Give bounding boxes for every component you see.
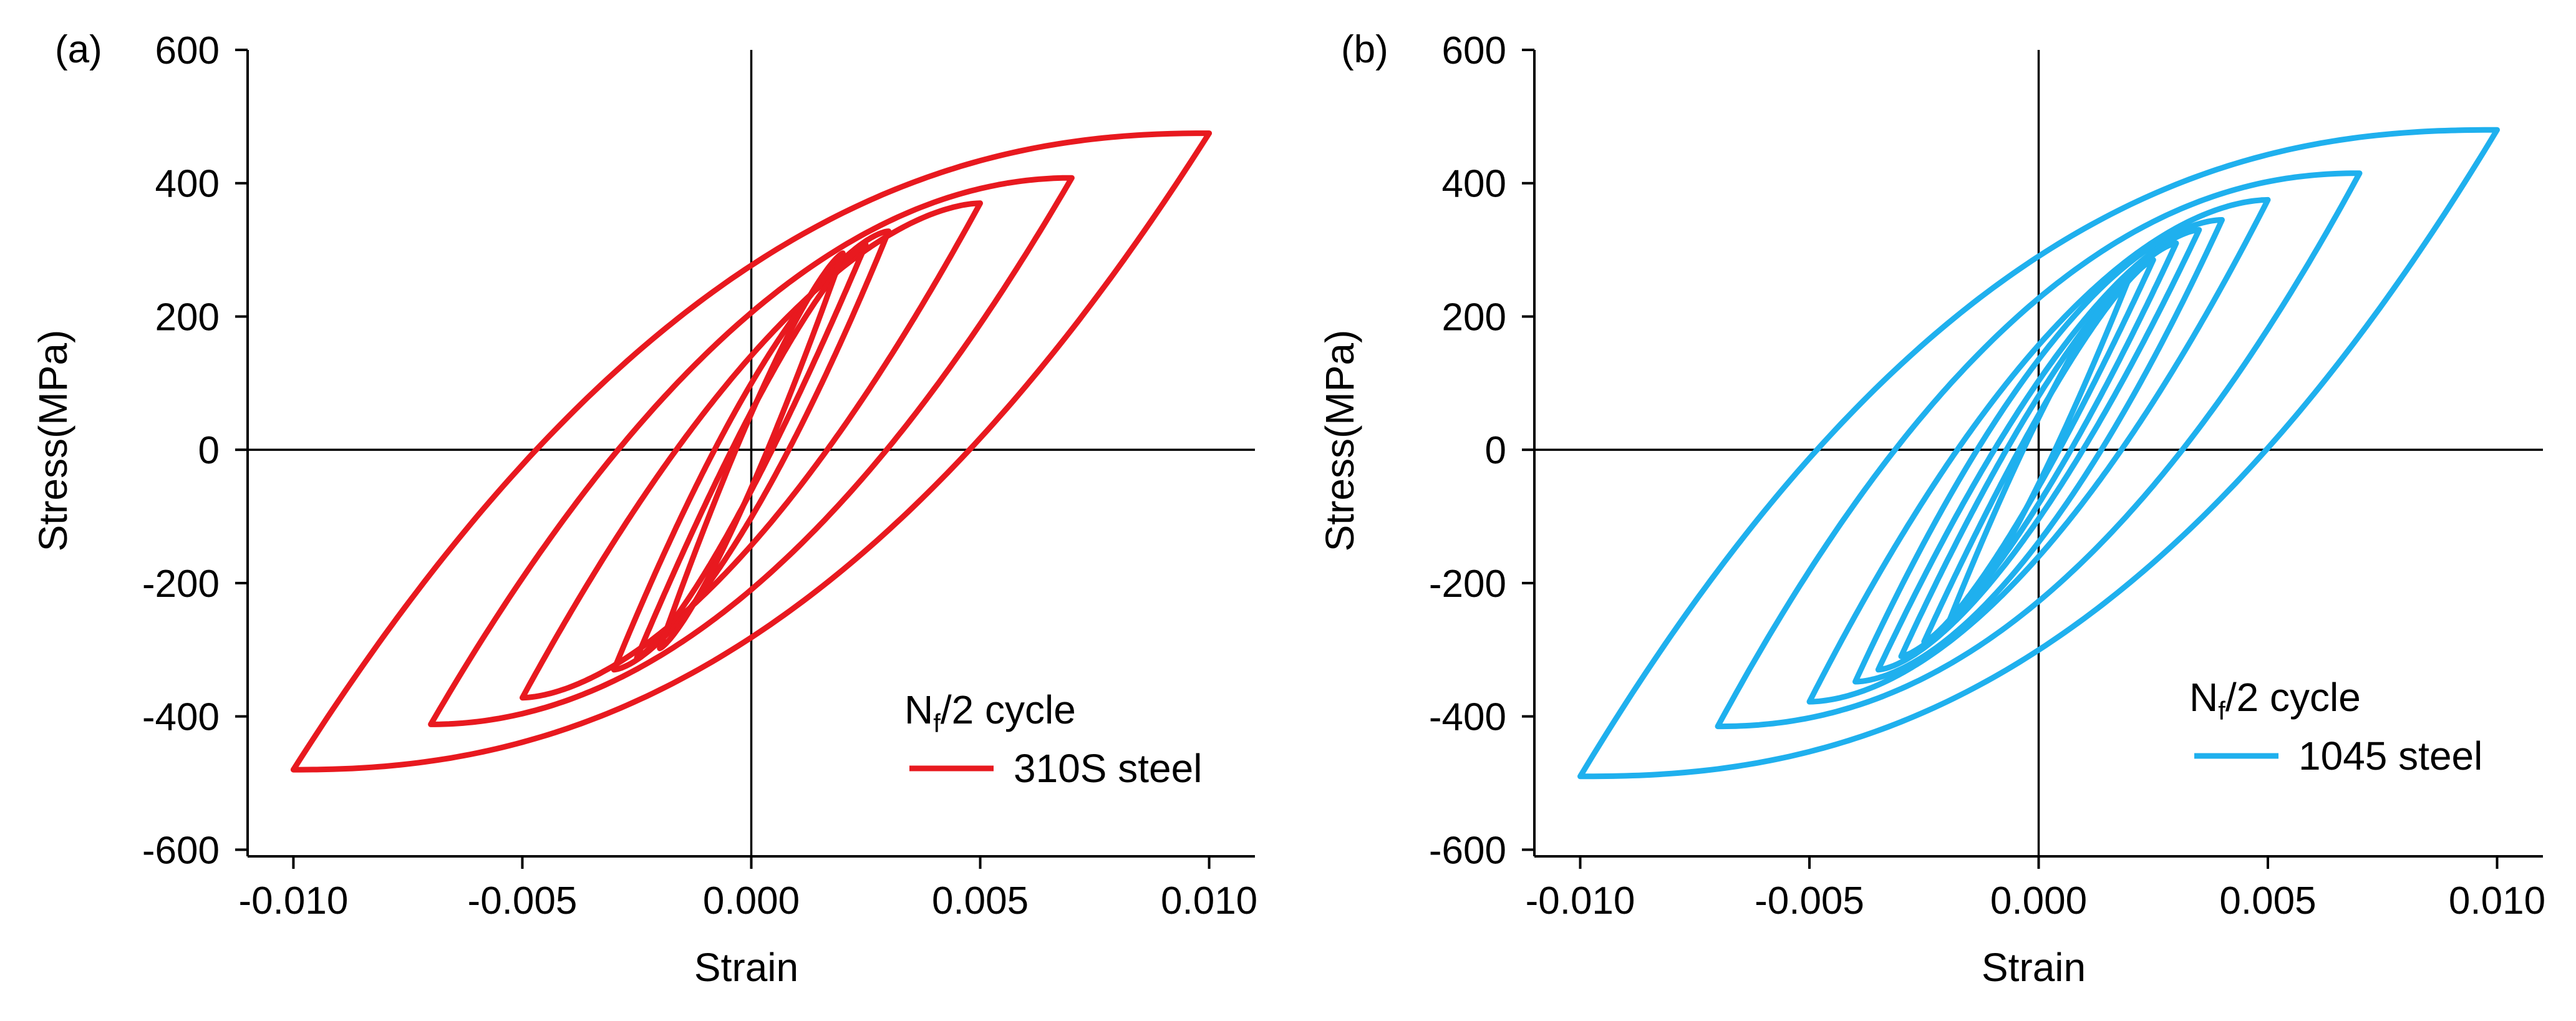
y-tick-label: -400 [142, 696, 220, 739]
y-tick-label: 200 [155, 296, 220, 339]
legend: Nf/2 cycle 1045 steel [2189, 675, 2482, 778]
panel-b: -600 -400 -200 0 200 400 600 -0.010 -0.005 0.000 0… [1317, 28, 2545, 990]
x-tick-label: 0.005 [932, 879, 1029, 922]
x-tick-label: 0.005 [2219, 879, 2316, 922]
y-axis-label: Stress(MPa) [1317, 330, 1362, 552]
y-tick-label: 600 [155, 29, 220, 72]
y-tick-label: -200 [1429, 563, 1506, 606]
legend-title-main: N [2189, 675, 2218, 720]
legend-title-subscript: f [2218, 696, 2225, 725]
hysteresis-loop [1577, 127, 2500, 780]
hysteresis-loop [1875, 227, 2202, 673]
x-tick-label: 0.000 [703, 879, 800, 922]
x-axis-label: Strain [1982, 945, 2086, 990]
hysteresis-loop [1944, 272, 2133, 629]
hysteresis-loop [1852, 217, 2225, 685]
x-tick-label: -0.010 [1526, 879, 1635, 922]
x-tick-label: 0.010 [2449, 879, 2545, 922]
y-tick-label: 200 [1442, 296, 1506, 339]
y-tick-label: -200 [142, 563, 220, 606]
legend-title: Nf/2 cycle [2189, 675, 2361, 725]
hysteresis-loop [657, 250, 846, 652]
legend-entry: 310S steel [1014, 746, 1202, 791]
legend-entry: 1045 steel [2298, 733, 2482, 778]
hysteresis-loop [290, 130, 1213, 773]
y-tick-label: -600 [142, 829, 220, 872]
panel-label: (b) [1341, 28, 1388, 71]
legend-title-main: N [904, 687, 933, 732]
x-axis-label: Strain [694, 945, 798, 990]
hysteresis-loop [1715, 170, 2363, 730]
panel-a: -600 -400 -200 0 200 400 600 -0.010 -0.005 0.000 0… [31, 28, 1257, 990]
legend-title: Nf/2 cycle [904, 687, 1076, 738]
hysteresis-loop [1806, 196, 2271, 705]
x-tick-label: 0.000 [1990, 879, 2087, 922]
x-tick-label: 0.010 [1161, 879, 1257, 922]
legend-title-rest: /2 cycle [941, 687, 1076, 732]
y-tick-label: 600 [1442, 29, 1506, 72]
legend-title-rest: /2 cycle [2225, 675, 2361, 720]
panel-label: (a) [55, 28, 102, 71]
y-tick-label: 400 [155, 163, 220, 206]
legend-title-subscript: f [933, 709, 941, 738]
legend: Nf/2 cycle 310S steel [904, 687, 1202, 791]
x-tick-label: -0.005 [1755, 879, 1864, 922]
y-tick-label: -400 [1429, 696, 1506, 739]
y-tick-label: 0 [198, 429, 220, 472]
hysteresis-loop [634, 241, 869, 661]
y-tick-label: 400 [1442, 163, 1506, 206]
hysteresis-loop [428, 175, 1075, 727]
x-tick-label: -0.010 [239, 879, 349, 922]
y-axis-label: Stress(MPa) [31, 330, 75, 552]
y-tick-label: 0 [1485, 429, 1506, 472]
x-tick-label: -0.005 [468, 879, 578, 922]
y-tick-label: -600 [1429, 829, 1506, 872]
